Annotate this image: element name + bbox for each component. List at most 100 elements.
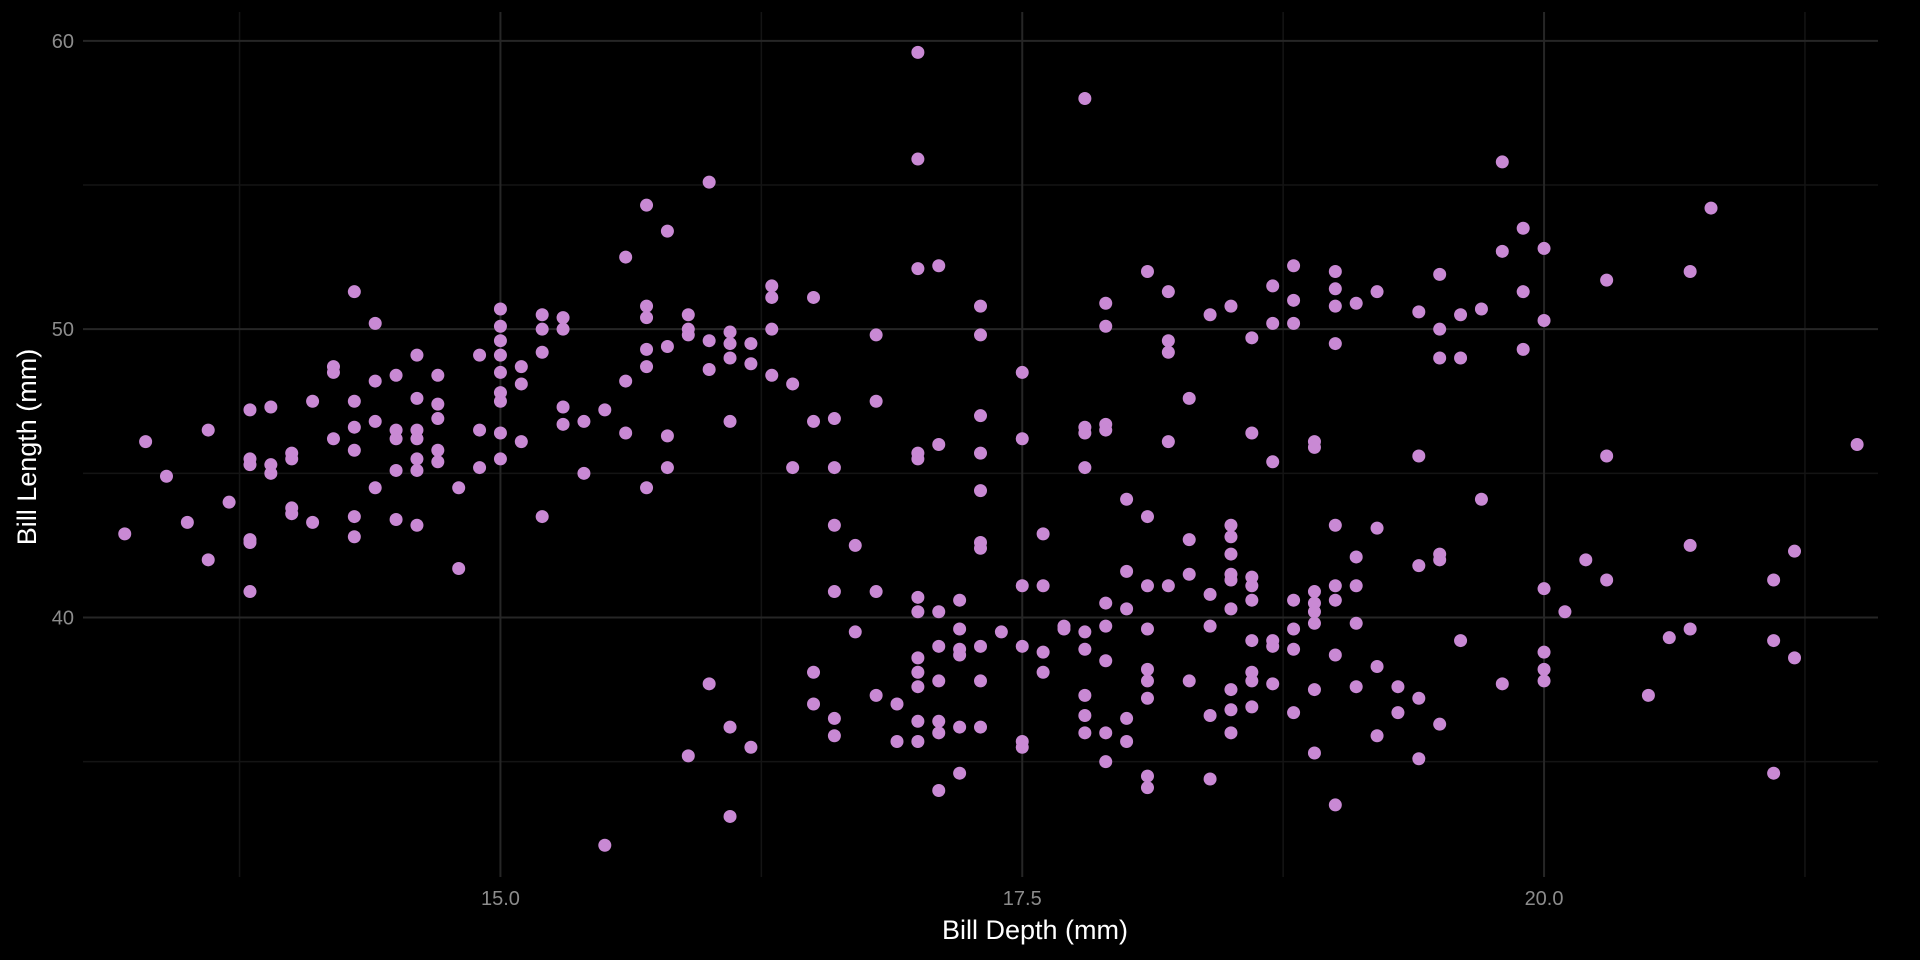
data-point <box>1683 538 1697 552</box>
data-point <box>932 259 946 273</box>
data-point <box>1266 639 1280 653</box>
data-point <box>744 740 758 754</box>
data-point <box>1266 455 1280 469</box>
data-point <box>1307 585 1321 599</box>
x-tick-labels: 15.0 17.5 20.0 <box>481 888 1564 910</box>
data-point <box>827 412 841 426</box>
data-point <box>1495 677 1509 691</box>
data-point <box>556 322 570 336</box>
data-point <box>911 651 925 665</box>
data-point <box>326 432 340 446</box>
data-point <box>1495 155 1509 169</box>
data-point <box>932 438 946 451</box>
data-point <box>702 677 716 691</box>
data-point <box>493 394 507 408</box>
data-point <box>974 674 987 688</box>
y-tick-label: 60 <box>52 31 74 53</box>
data-point <box>1850 438 1864 451</box>
data-points <box>118 45 1864 852</box>
y-tick-labels: 40 50 60 <box>52 31 74 630</box>
data-point <box>765 279 779 293</box>
data-point <box>326 360 340 374</box>
data-point <box>306 515 320 529</box>
data-point <box>1370 521 1384 535</box>
data-point <box>681 749 695 763</box>
data-point <box>1224 726 1238 740</box>
data-point <box>1140 510 1154 524</box>
data-point <box>1349 579 1363 593</box>
data-point <box>1600 449 1614 463</box>
data-point <box>1328 299 1342 313</box>
data-point <box>1433 717 1447 731</box>
data-point <box>1203 308 1217 322</box>
data-point <box>911 680 925 694</box>
data-point <box>1662 631 1676 645</box>
data-point <box>1224 602 1238 616</box>
data-point <box>1140 769 1154 783</box>
data-point <box>1036 579 1050 593</box>
data-point <box>723 809 737 823</box>
data-point <box>1099 726 1113 740</box>
data-point <box>911 452 925 466</box>
data-point <box>702 334 716 348</box>
data-point <box>619 426 633 440</box>
data-point <box>1015 365 1029 379</box>
data-point <box>535 322 549 336</box>
data-point <box>765 290 779 304</box>
data-point <box>827 461 841 475</box>
data-point <box>1516 285 1530 299</box>
data-point <box>911 262 925 276</box>
data-point <box>535 308 549 322</box>
data-point <box>1120 564 1134 578</box>
data-point <box>1140 662 1154 676</box>
data-point <box>932 726 946 740</box>
data-point <box>1537 645 1551 659</box>
data-point <box>347 420 361 434</box>
data-point <box>389 512 403 526</box>
data-point <box>1454 634 1468 648</box>
data-point <box>974 720 987 734</box>
data-point <box>640 311 654 325</box>
data-point <box>974 541 987 555</box>
data-point <box>431 397 445 411</box>
data-point <box>1078 92 1092 105</box>
data-point <box>869 585 883 599</box>
data-point <box>1099 596 1113 610</box>
data-point <box>932 674 946 688</box>
data-point <box>1516 221 1530 235</box>
data-point <box>786 461 800 475</box>
data-point <box>431 455 445 469</box>
data-point <box>953 622 967 636</box>
data-point <box>1287 706 1301 720</box>
data-point <box>807 697 821 711</box>
data-point <box>890 697 904 711</box>
data-point <box>1140 674 1154 688</box>
data-point <box>807 665 821 679</box>
data-point <box>139 435 153 449</box>
data-point <box>890 734 904 748</box>
data-point <box>159 469 173 483</box>
data-point <box>1120 711 1134 725</box>
data-point <box>765 368 779 382</box>
data-point <box>974 484 987 498</box>
data-point <box>347 530 361 544</box>
data-point <box>1328 648 1342 662</box>
data-point <box>368 481 382 495</box>
data-point <box>201 553 215 567</box>
data-point <box>1328 282 1342 296</box>
data-point <box>1349 616 1363 630</box>
data-point <box>974 446 987 460</box>
data-point <box>410 348 424 362</box>
data-point <box>1182 567 1196 581</box>
data-point <box>1245 331 1259 345</box>
data-point <box>660 339 674 353</box>
data-point <box>493 334 507 348</box>
data-point <box>744 357 758 371</box>
data-point <box>1328 798 1342 812</box>
data-point <box>1579 553 1593 567</box>
data-point <box>410 518 424 532</box>
data-point <box>1287 593 1301 607</box>
data-point <box>911 665 925 679</box>
data-point <box>264 400 278 414</box>
